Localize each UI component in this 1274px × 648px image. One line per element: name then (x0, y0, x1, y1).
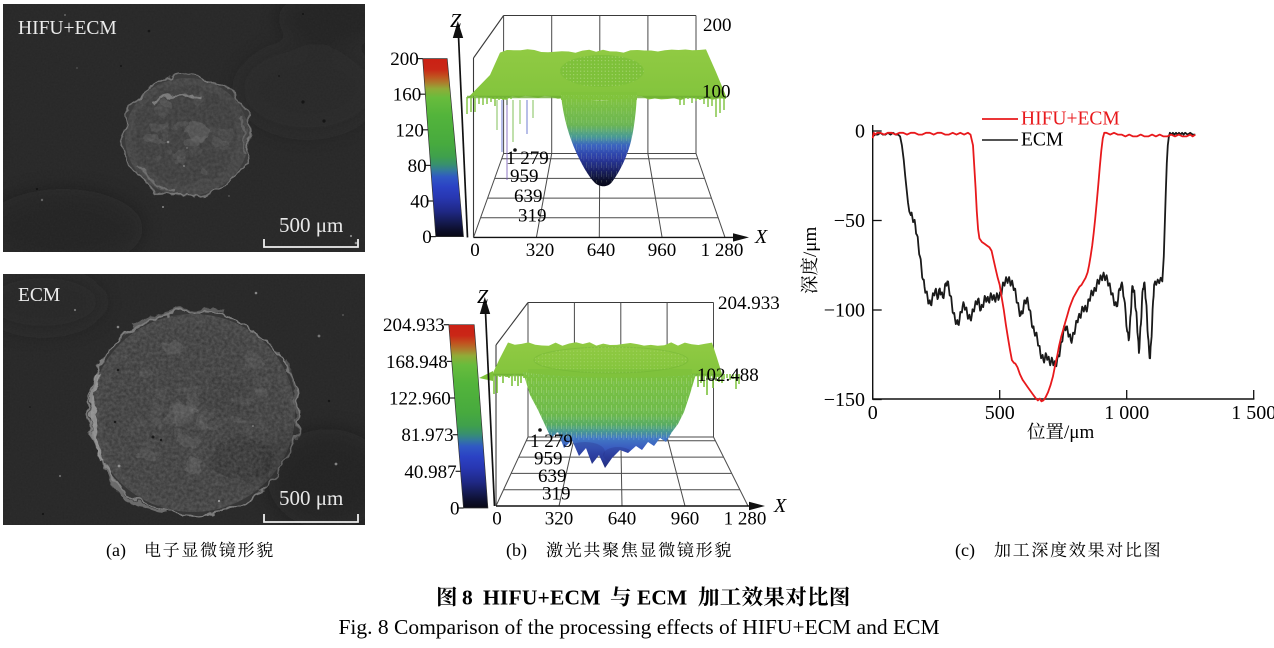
svg-text:8: 8 (462, 586, 473, 610)
svg-text:960: 960 (648, 240, 677, 261)
svg-text:Fig. 8 Comparison of the proc: Fig. 8 Comparison of the processing effe… (338, 615, 939, 639)
svg-text:0: 0 (450, 499, 460, 520)
svg-text:640: 640 (608, 509, 637, 530)
svg-text:639: 639 (514, 186, 543, 207)
svg-text:1 280: 1 280 (724, 509, 767, 530)
svg-text:−150: −150 (824, 389, 865, 411)
svg-text:500 μm: 500 μm (279, 486, 343, 510)
svg-text:81.973: 81.973 (401, 425, 453, 446)
svg-text:80: 80 (408, 156, 427, 177)
svg-text:40: 40 (410, 192, 429, 213)
svg-text:120: 120 (395, 120, 424, 141)
svg-text:100: 100 (702, 82, 731, 103)
svg-text:Z: Z (477, 286, 489, 308)
svg-text:122.960: 122.960 (389, 389, 451, 410)
svg-text:−100: −100 (824, 300, 865, 322)
svg-text:959: 959 (510, 166, 539, 187)
svg-text:168.948: 168.948 (386, 352, 448, 373)
svg-text:319: 319 (518, 206, 547, 227)
svg-text:/μm: /μm (800, 227, 821, 257)
svg-text:40.987: 40.987 (404, 462, 456, 483)
svg-text:500 μm: 500 μm (279, 213, 343, 237)
svg-text:(a): (a) (106, 540, 126, 561)
svg-text:204.933: 204.933 (383, 315, 445, 336)
svg-text:0: 0 (492, 509, 502, 530)
svg-text:0: 0 (855, 121, 865, 143)
svg-text:200: 200 (390, 49, 419, 70)
svg-text:160: 160 (393, 85, 422, 106)
svg-text:(b): (b) (506, 540, 527, 561)
svg-text:500: 500 (985, 402, 1015, 424)
svg-text:0: 0 (868, 402, 878, 424)
svg-text:HIFU+ECM: HIFU+ECM (18, 18, 117, 39)
svg-text:−50: −50 (834, 210, 865, 232)
svg-text:Z: Z (450, 10, 462, 32)
svg-text:204.933: 204.933 (718, 293, 780, 314)
svg-text:1 500: 1 500 (1231, 402, 1274, 424)
svg-text:200: 200 (703, 15, 732, 36)
svg-text:320: 320 (545, 509, 574, 530)
svg-text:X: X (773, 495, 787, 517)
svg-text:ECM: ECM (18, 285, 60, 306)
svg-text:HIFU+ECM: HIFU+ECM (483, 586, 601, 610)
svg-text:320: 320 (526, 240, 555, 261)
svg-text:1 000: 1 000 (1104, 402, 1149, 424)
svg-text:319: 319 (542, 484, 571, 505)
svg-text:1 279: 1 279 (506, 148, 549, 169)
svg-text:102.488: 102.488 (697, 365, 759, 386)
svg-text:960: 960 (671, 509, 700, 530)
svg-text:959: 959 (534, 449, 563, 470)
svg-text:X: X (754, 226, 768, 248)
svg-text:(c): (c) (955, 540, 975, 561)
svg-text:640: 640 (587, 240, 616, 261)
svg-text:639: 639 (538, 466, 567, 487)
svg-text:1 280: 1 280 (701, 240, 744, 261)
svg-text:0: 0 (470, 240, 480, 261)
svg-text:1 279: 1 279 (530, 431, 573, 452)
svg-text:HIFU+ECM: HIFU+ECM (1021, 109, 1120, 130)
svg-text:/μm: /μm (1064, 422, 1094, 443)
svg-text:ECM: ECM (1021, 130, 1063, 151)
svg-text:0: 0 (422, 227, 432, 248)
svg-text:ECM: ECM (637, 586, 687, 610)
